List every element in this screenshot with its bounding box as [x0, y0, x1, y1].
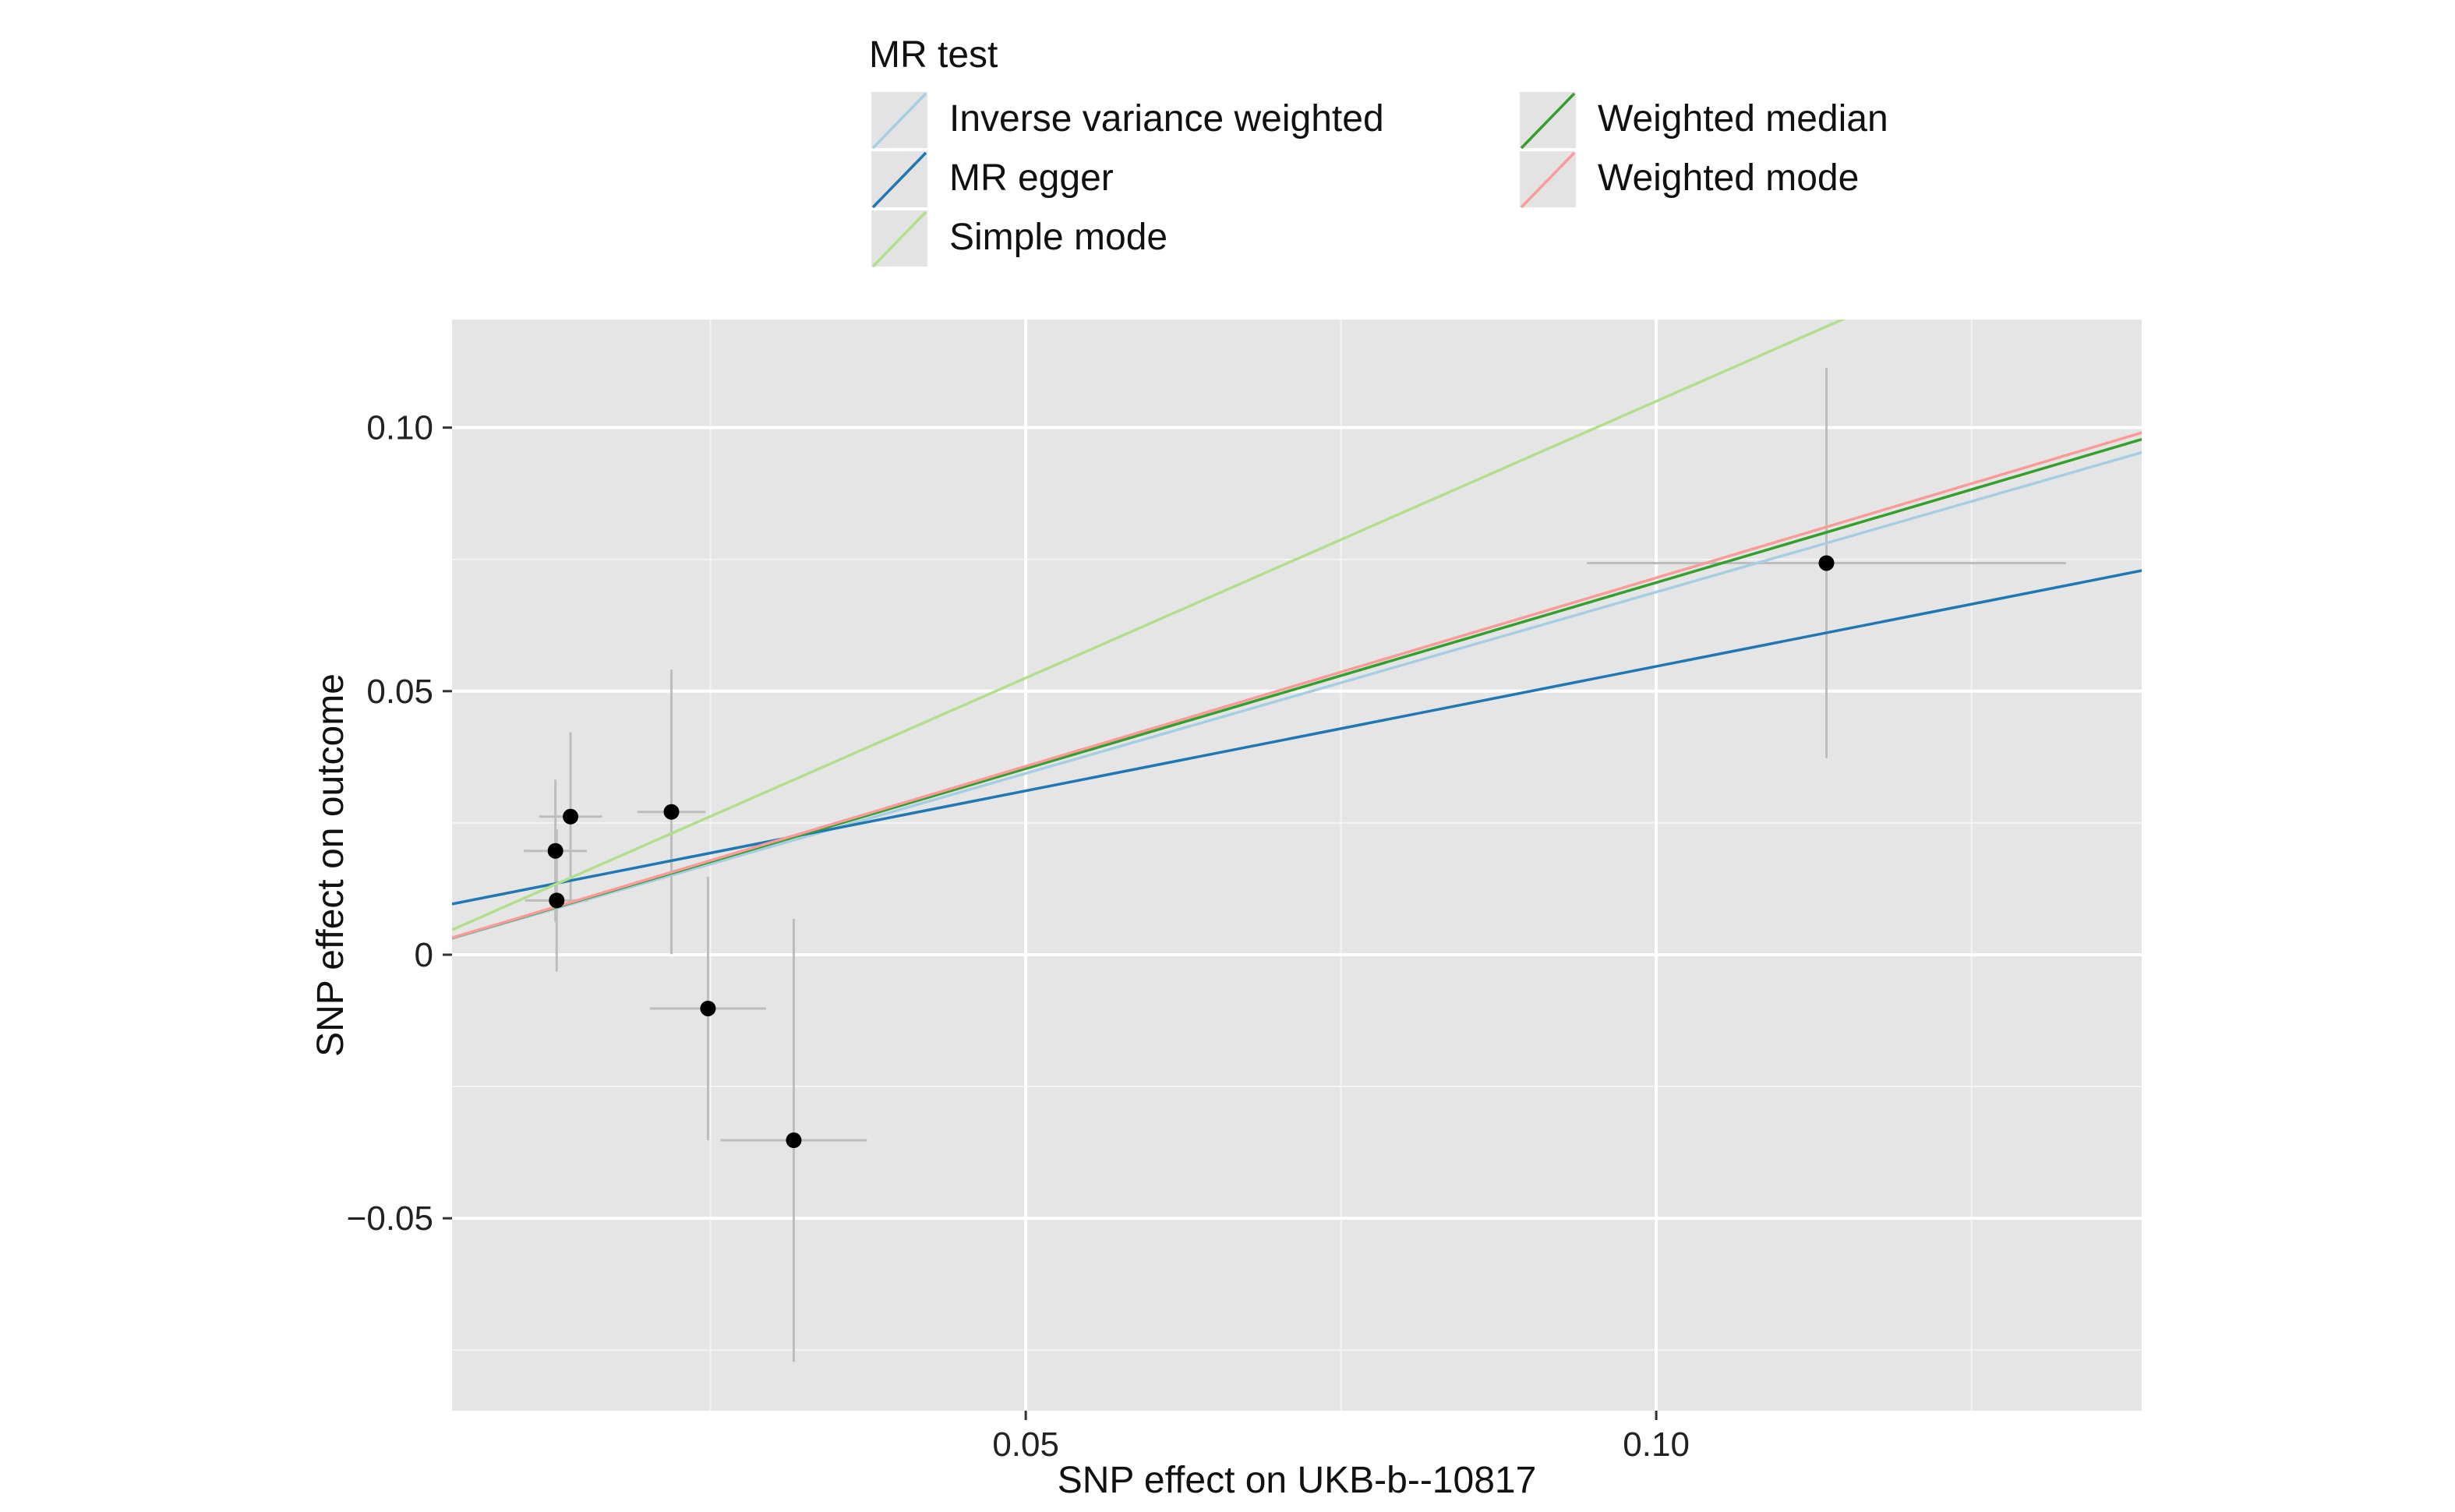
legend-entry-0: Inverse variance weighted — [871, 92, 1384, 150]
legend-key-line-2 — [871, 210, 927, 268]
legend-label-2: Simple mode — [949, 217, 1167, 258]
data-point-4 — [700, 1000, 716, 1016]
axes: 0.05 0.10 −0.05 0 0.05 0.10 — [347, 409, 1690, 1464]
legend-label-4: Weighted mode — [1598, 157, 1859, 199]
data-point-3 — [663, 804, 680, 820]
legend-key-line-4 — [1520, 151, 1576, 209]
legend-label-3: Weighted median — [1598, 98, 1888, 140]
data-point-0 — [547, 843, 563, 859]
legend-key-line-0 — [871, 92, 927, 150]
y-axis-title: SNP effect on outcome — [310, 673, 351, 1057]
legend-title: MR test — [869, 34, 998, 76]
data-point-2 — [563, 808, 579, 825]
gridlines — [452, 320, 2142, 1411]
x-axis-title: SNP effect on UKB-b--10817 — [1058, 1460, 1537, 1501]
legend-entry-2: Simple mode — [871, 210, 1167, 268]
y-tick-label-2: 0.05 — [366, 673, 433, 711]
plot-panel — [452, 320, 2142, 1411]
legend: MR test Inverse variance weighted MR egge… — [869, 34, 1888, 268]
legend-key-line-1 — [871, 151, 927, 209]
data-point-1 — [549, 892, 565, 909]
data-point-5 — [786, 1132, 802, 1149]
series-line-4 — [452, 431, 2142, 939]
data-point-6 — [1818, 555, 1835, 571]
y-tick-label-0: −0.05 — [347, 1199, 433, 1238]
legend-label-1: MR egger — [949, 157, 1114, 199]
data-points — [547, 555, 1835, 1149]
legend-entry-4: Weighted mode — [1520, 151, 1859, 209]
regression-lines — [452, 320, 2142, 940]
legend-label-0: Inverse variance weighted — [949, 98, 1384, 140]
series-line-2 — [452, 320, 1846, 931]
y-tick-label-3: 0.10 — [366, 409, 433, 447]
y-tick-label-1: 0 — [415, 936, 433, 974]
x-tick-label-1: 0.10 — [1623, 1425, 1690, 1464]
legend-entry-1: MR egger — [871, 151, 1114, 209]
legend-entry-3: Weighted median — [1520, 92, 1888, 150]
x-tick-label-0: 0.05 — [992, 1425, 1059, 1464]
series-line-0 — [452, 450, 2142, 940]
series-line-1 — [452, 569, 2142, 906]
legend-key-line-3 — [1520, 92, 1576, 150]
